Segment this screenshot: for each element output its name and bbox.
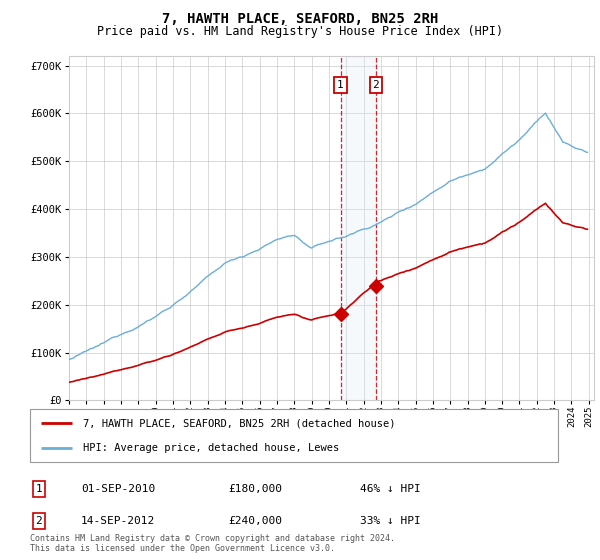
Text: Contains HM Land Registry data © Crown copyright and database right 2024.
This d: Contains HM Land Registry data © Crown c…	[30, 534, 395, 553]
Text: 14-SEP-2012: 14-SEP-2012	[81, 516, 155, 526]
Text: 01-SEP-2010: 01-SEP-2010	[81, 484, 155, 494]
Text: 2: 2	[35, 516, 43, 526]
Text: 7, HAWTH PLACE, SEAFORD, BN25 2RH (detached house): 7, HAWTH PLACE, SEAFORD, BN25 2RH (detac…	[83, 418, 395, 428]
Bar	[341, 56, 376, 400]
Text: 33% ↓ HPI: 33% ↓ HPI	[360, 516, 421, 526]
Text: 1: 1	[35, 484, 43, 494]
Text: 7, HAWTH PLACE, SEAFORD, BN25 2RH: 7, HAWTH PLACE, SEAFORD, BN25 2RH	[162, 12, 438, 26]
FancyBboxPatch shape	[30, 409, 558, 462]
Text: Price paid vs. HM Land Registry's House Price Index (HPI): Price paid vs. HM Land Registry's House …	[97, 25, 503, 38]
Text: HPI: Average price, detached house, Lewes: HPI: Average price, detached house, Lewe…	[83, 442, 339, 452]
Text: 1: 1	[337, 80, 344, 90]
Text: £240,000: £240,000	[228, 516, 282, 526]
Text: 2: 2	[373, 80, 379, 90]
Text: 46% ↓ HPI: 46% ↓ HPI	[360, 484, 421, 494]
Text: £180,000: £180,000	[228, 484, 282, 494]
